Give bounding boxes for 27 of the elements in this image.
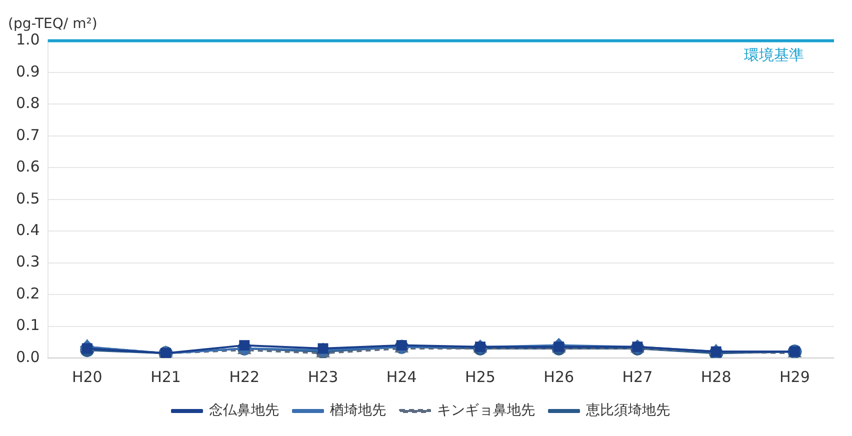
legend-label: 楢埼地先	[330, 402, 386, 419]
y-tick-label: 0.3	[16, 252, 40, 271]
x-tick-label: H23	[308, 368, 338, 386]
y-tick-label: 1.0	[16, 30, 40, 49]
legend-label: 恵比須埼地先	[585, 402, 670, 419]
x-tick-label: H29	[780, 368, 810, 386]
y-tick-label: 0.5	[16, 189, 40, 208]
y-axis-title: (pg-TEQ/ m²)	[8, 16, 98, 32]
x-tick-label: H27	[622, 368, 653, 386]
y-tick-label: 0.4	[16, 221, 40, 240]
ref-line-label: 環境基準	[744, 46, 804, 64]
x-tick-label: H28	[700, 368, 732, 386]
y-tick-label: 0.2	[16, 284, 40, 302]
x-tick-label: H24	[386, 368, 417, 386]
y-tick-label: 0.9	[16, 62, 40, 80]
y-tick-label: 0.6	[16, 158, 40, 176]
x-tick-label: H20	[72, 368, 102, 386]
y-tick-label: 0.7	[16, 126, 40, 144]
y-tick-label: 0.0	[16, 348, 40, 366]
y-tick-label: 0.8	[16, 94, 40, 112]
x-tick-label: H22	[229, 368, 260, 386]
x-tick-label: H25	[465, 368, 496, 386]
x-tick-label: H26	[544, 368, 574, 386]
legend-label: 念仏鼻地先	[209, 402, 279, 419]
legend-label: キンギョ鼻地先	[437, 402, 535, 419]
y-tick-label: 0.1	[16, 316, 40, 334]
x-tick-label: H21	[150, 368, 181, 386]
